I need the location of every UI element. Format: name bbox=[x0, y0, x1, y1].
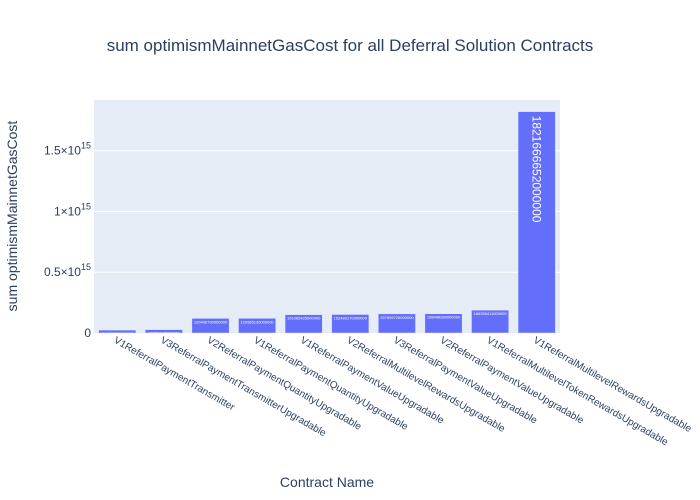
bar bbox=[471, 309, 509, 334]
data-label: 120985130000000 bbox=[240, 319, 274, 324]
gridlines bbox=[94, 150, 560, 273]
data-label: 157699720000000 bbox=[380, 315, 414, 320]
data-label: 1821666652000000 bbox=[530, 116, 544, 223]
y-tick-label: 0.5×1015 bbox=[44, 262, 91, 279]
bar bbox=[331, 314, 370, 334]
bar bbox=[517, 111, 556, 334]
bar bbox=[424, 313, 463, 334]
x-axis-title: Contract Name bbox=[280, 474, 374, 490]
y-tick-label: 0 bbox=[84, 326, 91, 340]
data-label: 120406790000000 bbox=[194, 319, 228, 324]
bars bbox=[98, 111, 556, 334]
data-label: 152489170000000 bbox=[334, 315, 368, 320]
data-label: 151065425000000 bbox=[287, 316, 321, 321]
data-label: 24122325000000 bbox=[102, 331, 134, 336]
y-axis-title: sum optimismMainnetGasCost bbox=[4, 121, 20, 312]
chart-title: sum optimismMainnetGasCost for all Defer… bbox=[107, 36, 594, 55]
data-label: 158496280000000 bbox=[427, 315, 461, 320]
plot-area bbox=[94, 100, 560, 333]
bar bbox=[238, 318, 276, 334]
data-label: 27789748000000 bbox=[148, 331, 180, 336]
bar bbox=[191, 318, 230, 334]
bar bbox=[98, 329, 137, 334]
data-label: 188355411000000 bbox=[474, 311, 508, 316]
bar bbox=[378, 313, 416, 334]
bar bbox=[284, 314, 323, 334]
y-tick-label: 1.5×1015 bbox=[44, 141, 91, 158]
data-labels: 24122325000000 27789748000000 120406790000… bbox=[102, 116, 544, 336]
bar bbox=[145, 329, 183, 334]
